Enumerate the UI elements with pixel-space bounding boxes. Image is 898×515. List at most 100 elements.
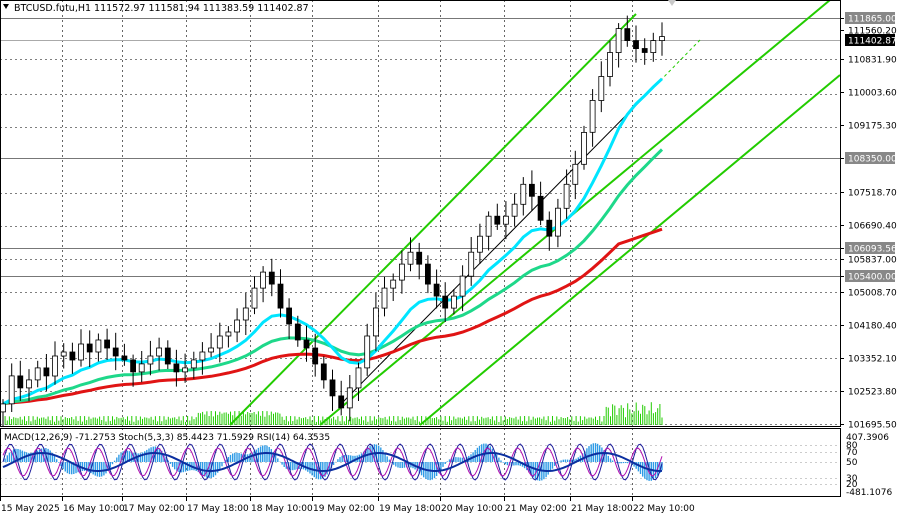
candle-body	[555, 207, 561, 237]
price-label: 101695.50	[848, 421, 897, 431]
time-label: 18 May 10:00	[251, 504, 313, 514]
price-label: 111560.20	[848, 27, 897, 37]
key-level-lines	[0, 18, 840, 277]
time-label: 19 May 18:00	[379, 504, 441, 514]
current-price-tag	[845, 34, 895, 46]
candle-body	[529, 183, 535, 197]
candle-body	[589, 100, 596, 133]
candle-body	[60, 351, 67, 357]
current-price-label: 111402.87	[848, 37, 897, 47]
candle-body	[260, 271, 267, 289]
price-label: 110831.90	[848, 56, 897, 66]
stoch-line	[2, 443, 663, 481]
price-label: 103352.10	[848, 355, 897, 365]
candle-body	[641, 48, 648, 53]
candle-body	[156, 347, 163, 357]
time-label: 17 May 02:00	[123, 504, 185, 514]
candle-body	[182, 367, 189, 373]
candle-body	[607, 52, 613, 77]
indicator-axis-label: 20	[846, 480, 858, 490]
indicator-axis-label: 80	[846, 441, 858, 451]
price-level-tag	[845, 270, 895, 282]
trend-line-extension	[655, 39, 701, 86]
time-label: 15 May 2025	[1, 504, 60, 514]
candle-body	[225, 331, 232, 337]
candle-body	[615, 28, 622, 54]
price-label: 105837.00	[848, 256, 897, 266]
rsi-line	[2, 447, 663, 477]
time-label: 16 May 10:00	[63, 504, 125, 514]
time-label: 21 May 18:00	[571, 504, 633, 514]
price-level-tag	[845, 152, 895, 164]
candle-body	[8, 375, 15, 405]
candle-body	[390, 279, 397, 289]
price-level-label: 108350.00	[848, 155, 897, 165]
candle-body	[86, 343, 93, 353]
candle-body	[598, 76, 605, 101]
candle-body	[34, 367, 41, 381]
main-frame	[0, 0, 841, 427]
symbol-dropdown-icon[interactable]	[3, 4, 9, 9]
candle-body	[329, 379, 336, 397]
candle-body	[208, 347, 215, 353]
indicator-axis-label: 30	[846, 474, 858, 484]
candle-body	[190, 359, 197, 369]
time-label: 17 May 18:00	[187, 504, 249, 514]
candle-body	[95, 339, 102, 353]
price-level-label: 105400.00	[848, 273, 897, 283]
candle-body	[485, 215, 492, 237]
candle-body	[633, 40, 639, 49]
indicator-frame	[0, 428, 841, 497]
candle-body	[164, 347, 171, 365]
candle-body	[450, 295, 457, 309]
candle-body	[511, 203, 518, 217]
indicator-header: MACD(12,26,9) -71.2753 Stoch(5,3,3) 85.4…	[4, 433, 330, 443]
candle-body	[78, 343, 84, 361]
candle-body	[468, 251, 475, 277]
price-label: 102523.80	[848, 388, 897, 398]
indicator-axis-label: 407.3906	[846, 433, 889, 443]
candle-body	[173, 363, 180, 373]
candle-body	[121, 355, 128, 361]
candle-body	[346, 387, 353, 409]
candle-body	[381, 287, 388, 309]
candles	[0, 15, 665, 427]
candle-body	[338, 395, 345, 409]
candle-body	[476, 235, 483, 253]
time-label: 22 May 10:00	[633, 504, 695, 514]
indicator-axis-label: 50	[846, 458, 858, 468]
candle-body	[355, 367, 362, 389]
candle-body	[147, 355, 154, 365]
candle-body	[624, 28, 631, 42]
candle-body	[572, 163, 579, 185]
candle-body	[303, 339, 310, 349]
candle-body	[537, 195, 544, 221]
price-level-label: 106093.56	[848, 245, 897, 255]
candle-body	[268, 271, 275, 285]
candle-body	[433, 283, 440, 297]
candle-body	[563, 183, 570, 209]
price-label: 107518.70	[848, 189, 897, 199]
candle-body	[364, 335, 371, 369]
candle-body	[320, 363, 327, 381]
candle-body	[659, 36, 665, 41]
candle-body	[520, 183, 527, 205]
candle-body	[424, 263, 431, 285]
candle-body	[242, 307, 249, 321]
candle-body	[398, 263, 405, 281]
candle-body	[216, 335, 223, 349]
candle-body	[277, 283, 284, 309]
channel-upper-line	[229, 13, 637, 426]
chart-shift-icon[interactable]	[668, 0, 676, 6]
candle-body	[52, 355, 58, 377]
candle-body	[442, 295, 449, 309]
ema-slow-line	[2, 227, 663, 406]
candle-body	[312, 347, 319, 365]
candle-body	[294, 323, 301, 341]
indicator-panel	[0, 443, 840, 485]
price-label: 106690.40	[848, 222, 897, 232]
